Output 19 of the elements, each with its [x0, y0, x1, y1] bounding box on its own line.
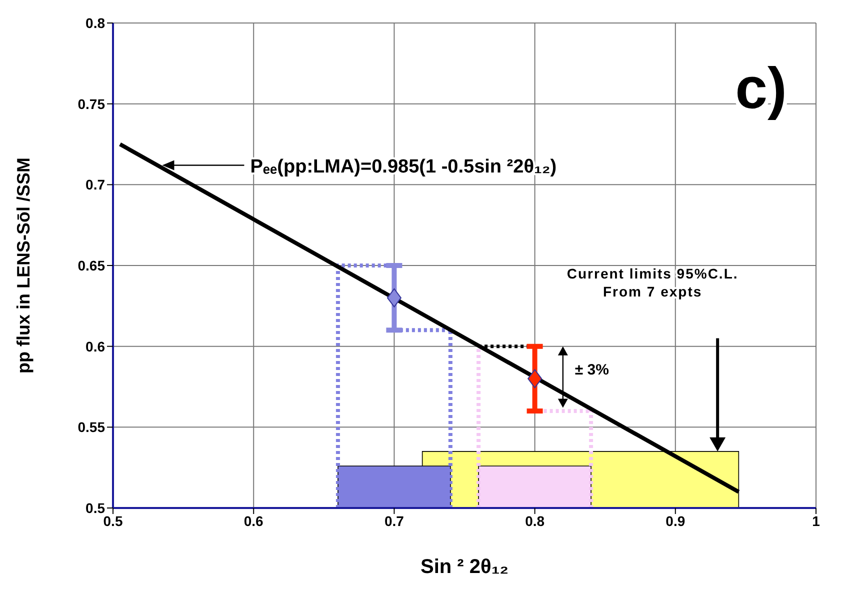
y-tick-label: 0.65	[78, 257, 106, 274]
annotation: Pₑₑ(pp:LMA)=0.985(1 -0.5sin ²2θ₁₂)	[250, 156, 557, 178]
y-tick-label: 0.8	[86, 14, 106, 31]
x-tick-label: 0.8	[525, 512, 545, 529]
annotation: c)	[735, 56, 787, 121]
x-tick-label: 1	[812, 512, 820, 529]
x-tick-label: 0.6	[244, 512, 264, 529]
annotation: Current limits 95%C.L. From 7 expts	[566, 265, 738, 300]
annotation: ± 3%	[574, 362, 610, 379]
y-tick-label: 0.7	[86, 176, 106, 193]
x-tick-label: 0.5	[103, 512, 123, 529]
y-axis-title: pp flux in LENS-Sōl /SSM	[13, 158, 34, 374]
x-axis-title: Sin ² 2θ₁₂	[420, 556, 508, 578]
y-tick-label: 0.75	[78, 96, 106, 112]
x-tick-label: 0.7	[384, 512, 404, 529]
y-tick-label: 0.6	[86, 338, 106, 354]
x-tick-label: 0.9	[666, 512, 686, 529]
y-tick-label: 0.5	[86, 500, 106, 516]
y-tick-label: 0.55	[78, 419, 106, 436]
